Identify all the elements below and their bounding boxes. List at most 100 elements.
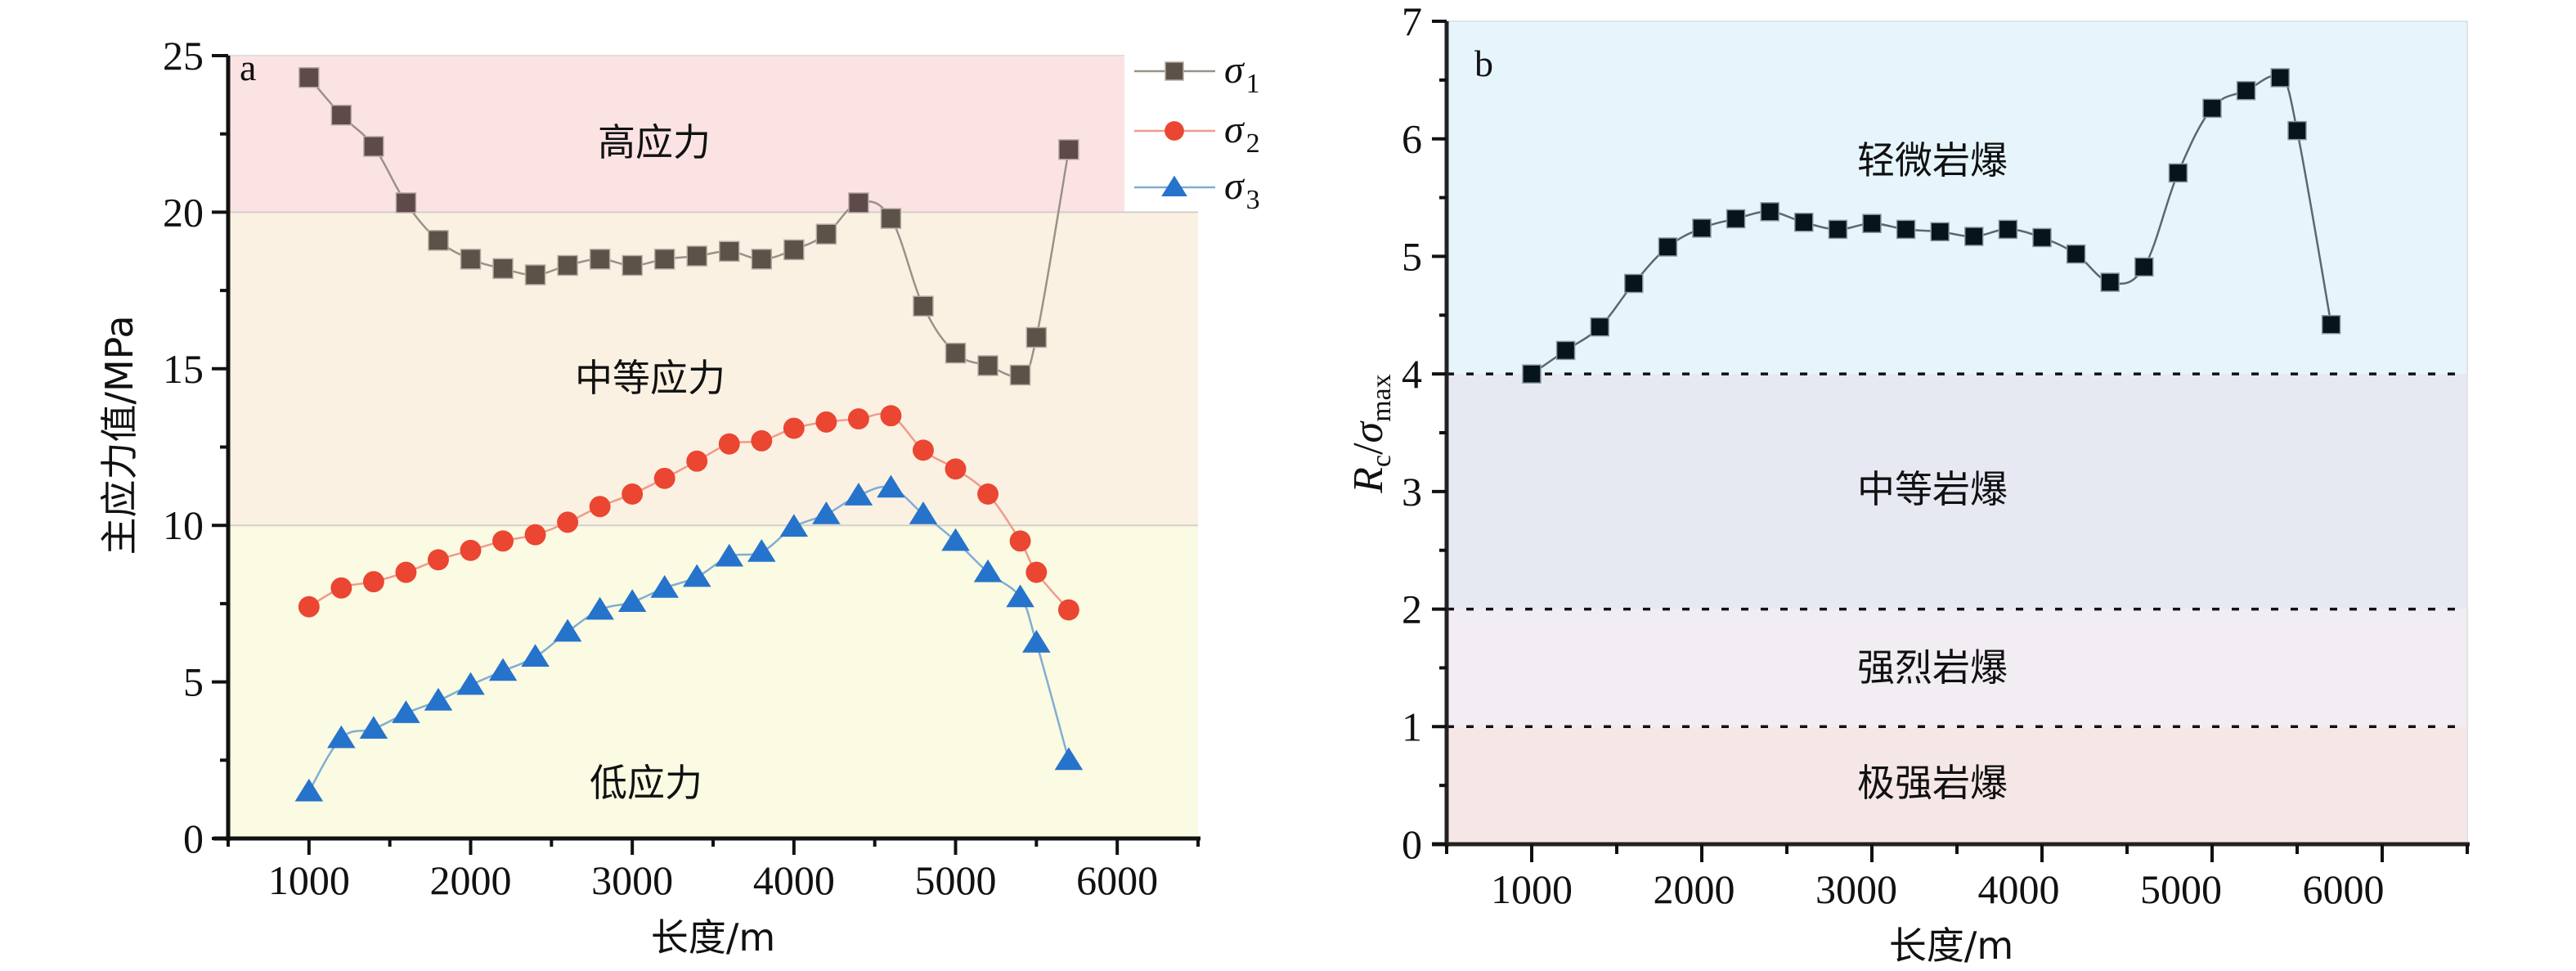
legend-item-3: σ3 <box>1134 164 1260 215</box>
data-point <box>460 249 482 270</box>
x-tick-label: 6000 <box>1076 857 1158 903</box>
data-point <box>848 192 869 214</box>
chart-b-threshold-lines <box>1447 372 2467 729</box>
data-point <box>424 687 453 711</box>
data-point <box>298 67 320 88</box>
data-point <box>880 405 902 427</box>
data-point <box>1025 326 1048 348</box>
data-point <box>1930 222 1950 241</box>
data-point <box>913 295 934 317</box>
zone-label-medium-stress: 中等应力 <box>575 356 725 400</box>
y-tick-label: 10 <box>163 502 204 548</box>
x-tick-label: 4000 <box>753 857 835 903</box>
data-point <box>1658 237 1678 257</box>
data-point <box>460 539 482 561</box>
data-point <box>2168 163 2188 183</box>
chart-b-y-axis-title: Rc/σmax <box>1345 374 1397 494</box>
zone-band <box>1447 726 2467 844</box>
data-point <box>1590 317 1609 337</box>
zone-label-extreme-rockburst: 极强岩爆 <box>1857 761 2008 805</box>
data-point <box>1058 139 1079 160</box>
data-point <box>557 254 578 276</box>
data-point <box>589 249 611 270</box>
data-point <box>977 355 999 376</box>
x-tick-label: 5000 <box>915 857 997 903</box>
data-point <box>1165 61 1184 81</box>
data-point <box>1054 747 1084 771</box>
legend-label: σ2 <box>1224 108 1260 159</box>
data-point <box>945 342 967 364</box>
chart-b-panel-label: b <box>1474 43 1493 84</box>
y-tick-label: 7 <box>1402 0 1422 44</box>
x-tick-label: 5000 <box>2140 866 2222 912</box>
y-tick-label: 2 <box>1402 587 1422 632</box>
data-point <box>2066 244 2086 264</box>
zone-label-high-stress: 高应力 <box>598 120 711 164</box>
zone-band <box>1447 374 2467 609</box>
data-point <box>1726 209 1746 229</box>
chart-b-x-axis-title: 长度/m <box>1889 924 2013 968</box>
data-point <box>428 549 449 571</box>
data-point <box>2321 315 2341 335</box>
data-point <box>653 467 675 489</box>
data-point <box>779 514 809 537</box>
y-tick-label: 3 <box>1402 469 1422 515</box>
data-point <box>812 501 841 524</box>
data-point <box>330 577 352 599</box>
data-point <box>844 483 873 506</box>
chart-b-markers <box>1522 68 2341 384</box>
legend-item-2: σ2 <box>1134 108 1260 159</box>
data-point <box>1862 214 1882 233</box>
data-point <box>1165 121 1184 141</box>
zone-label-moderate-rockburst: 中等岩爆 <box>1857 467 2008 511</box>
data-point <box>1555 340 1576 361</box>
data-point <box>395 561 417 583</box>
zone-band <box>1447 609 2467 727</box>
y-tick-label: 20 <box>163 189 204 235</box>
data-point <box>686 245 707 267</box>
chart-a-axes <box>212 54 1200 855</box>
chart-b-tick-labels: 0 1 2 3 4 5 6 7 1000 2000 3000 4000 5000 6000 <box>1402 0 2385 912</box>
data-point <box>1964 227 1984 246</box>
chart-a-x-axis-title: 长度/m <box>651 915 775 960</box>
data-point <box>909 501 938 524</box>
data-point <box>751 249 773 270</box>
zone-band <box>228 56 1124 213</box>
data-point <box>2202 98 2222 119</box>
data-point <box>880 208 902 229</box>
data-point <box>428 230 449 251</box>
data-point <box>298 596 320 618</box>
chart-a-zone-labels: 高应力 中等应力 低应力 <box>575 120 725 805</box>
data-point <box>488 658 518 681</box>
chart-a-panel-label: a <box>240 47 256 88</box>
legend-label: σ3 <box>1224 164 1260 215</box>
x-tick-label: 2000 <box>430 857 512 903</box>
data-point <box>622 254 643 276</box>
data-point <box>2270 68 2290 88</box>
data-point <box>1522 364 1542 384</box>
data-point <box>783 417 805 439</box>
data-point <box>294 778 324 802</box>
data-point <box>1760 202 1779 222</box>
data-point <box>330 104 352 126</box>
data-point <box>682 564 711 587</box>
data-point <box>815 411 837 433</box>
data-point <box>617 589 647 612</box>
legend-label: σ1 <box>1224 48 1260 99</box>
data-point <box>718 433 740 455</box>
data-point <box>941 528 970 551</box>
data-point <box>492 258 514 280</box>
data-point <box>327 725 356 748</box>
data-point <box>2287 120 2307 141</box>
zone-band <box>1447 21 2467 375</box>
zone-label-strong-rockburst: 强烈岩爆 <box>1857 645 2008 690</box>
data-point <box>945 458 967 480</box>
x-tick-label: 2000 <box>1654 866 1735 912</box>
data-point <box>815 223 837 245</box>
data-point <box>2100 272 2120 292</box>
y-tick-label: 0 <box>1402 821 1422 867</box>
data-point <box>589 496 611 518</box>
y-tick-label: 15 <box>163 346 204 392</box>
